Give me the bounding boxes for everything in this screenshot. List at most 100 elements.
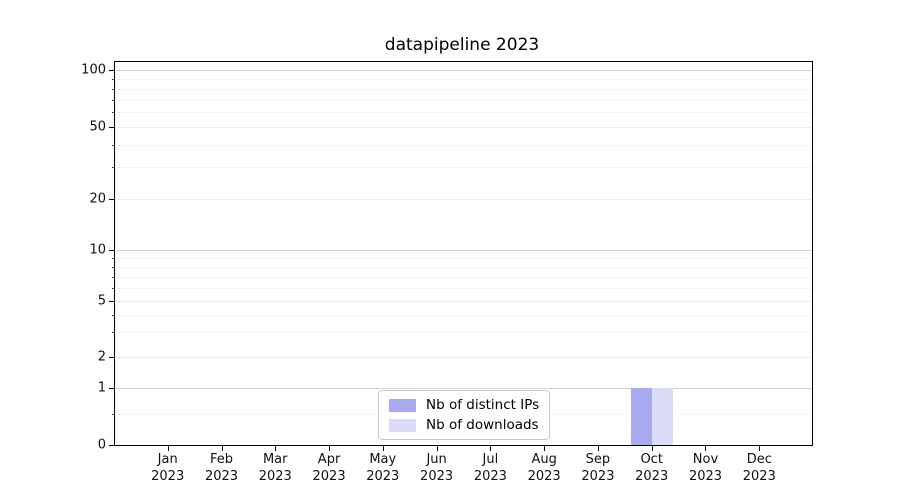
y-minor-gridline [115, 144, 812, 146]
y-minor-tick-mark [112, 314, 114, 316]
x-tick-label: Apr 2023 [313, 452, 346, 486]
y-tick-mark [109, 388, 114, 390]
x-tick-month: Dec [746, 452, 772, 467]
plot-area: 100 50 20 10 5 2 1 0 Jan 2023 Feb 2023 Mar 2023 Apr 202… [81, 61, 813, 484]
x-tick-label: May 2023 [366, 452, 399, 486]
y-minor-tick-mark [112, 258, 114, 260]
x-tick-year: 2023 [688, 468, 723, 484]
x-tick-month: Jun [426, 452, 447, 467]
x-tick-label: Sep 2023 [581, 452, 614, 486]
legend-label: Nb of distinct IPs [426, 397, 540, 413]
x-tick-mark [382, 446, 384, 451]
y-minor-gridline [115, 112, 812, 114]
x-tick-year: 2023 [258, 468, 292, 484]
y-tick-label: 100 [81, 62, 106, 78]
y-minor-tick-mark [112, 112, 114, 114]
bar-nb-of-downloads-oct [651, 388, 673, 445]
x-tick-year: 2023 [366, 468, 400, 484]
y-tick-mark [109, 250, 114, 252]
x-tick-year: 2023 [635, 468, 669, 484]
x-tick-month: Jan [157, 452, 178, 467]
x-tick-month: Nov [692, 452, 719, 467]
y-gridline [115, 70, 812, 72]
y-minor-tick-mark [112, 266, 114, 268]
legend-swatch [389, 398, 416, 412]
legend-item: Nb of distinct IPs [389, 397, 539, 413]
y-tick-mark [109, 301, 114, 303]
x-tick-month: Jul [482, 452, 499, 467]
legend: Nb of distinct IPs Nb of downloads [378, 390, 551, 440]
x-tick-year: 2023 [151, 468, 185, 484]
x-tick-year: 2023 [473, 468, 507, 484]
y-minor-gridline [115, 167, 812, 169]
y-gridline [115, 127, 812, 129]
x-tick-label: Dec 2023 [743, 452, 776, 486]
x-tick-mark [544, 446, 546, 451]
x-tick-label: Nov 2023 [689, 452, 722, 486]
y-minor-tick-mark [112, 79, 114, 81]
y-minor-gridline [115, 276, 812, 278]
y-minor-tick-mark [112, 88, 114, 90]
x-tick-mark [705, 446, 707, 451]
y-tick-label: 20 [89, 191, 106, 207]
x-tick-month: Oct [640, 452, 663, 467]
legend-label: Nb of downloads [426, 417, 539, 433]
x-tick-year: 2023 [312, 468, 346, 484]
x-tick-label: Oct 2023 [635, 452, 668, 486]
x-tick-year: 2023 [527, 468, 561, 484]
y-minor-gridline [115, 287, 812, 289]
x-tick-month: Feb [209, 452, 234, 467]
y-tick-label: 2 [97, 349, 106, 365]
legend-item: Nb of downloads [389, 417, 539, 433]
x-tick-month: Mar [262, 452, 288, 467]
x-tick-mark [167, 446, 169, 451]
x-tick-year: 2023 [742, 468, 776, 484]
y-tick-mark [109, 445, 114, 446]
x-tick-mark [490, 446, 492, 451]
y-tick-label: 0 [97, 437, 106, 453]
x-tick-mark [759, 446, 761, 451]
y-tick-label: 10 [89, 242, 106, 258]
x-tick-label: Feb 2023 [205, 452, 238, 486]
y-minor-tick-mark [112, 99, 114, 101]
y-minor-tick-mark [112, 276, 114, 278]
y-minor-gridline [115, 99, 812, 101]
chart-title: datapipeline 2023 [384, 35, 540, 55]
x-tick-label: Jan 2023 [151, 452, 184, 486]
x-tick-mark [275, 446, 277, 451]
y-gridline [115, 388, 812, 390]
bar-nb-of-distinct-ips-oct [630, 388, 652, 445]
y-gridline [115, 250, 812, 252]
x-tick-month: Apr [317, 452, 341, 467]
x-tick-mark [651, 446, 653, 451]
x-tick-mark [597, 446, 599, 451]
y-minor-gridline [115, 314, 812, 316]
y-minor-tick-mark [112, 144, 114, 146]
y-tick-mark [109, 356, 114, 358]
x-tick-label: Jul 2023 [474, 452, 507, 486]
x-tick-mark [329, 446, 331, 451]
x-tick-label: Jun 2023 [420, 452, 453, 486]
y-minor-tick-mark [112, 413, 114, 415]
y-tick-mark [109, 127, 114, 129]
x-tick-year: 2023 [581, 468, 615, 484]
x-tick-month: Aug [531, 452, 557, 467]
y-minor-gridline [115, 258, 812, 260]
y-minor-gridline [115, 266, 812, 268]
y-tick-label: 1 [97, 380, 106, 396]
x-tick-label: Aug 2023 [528, 452, 561, 486]
y-minor-tick-mark [112, 332, 114, 334]
y-gridline [115, 199, 812, 201]
x-tick-year: 2023 [420, 468, 454, 484]
legend-swatch [389, 418, 416, 432]
y-minor-tick-mark [112, 167, 114, 169]
x-tick-year: 2023 [204, 468, 239, 484]
y-tick-mark [109, 199, 114, 201]
x-tick-label: Mar 2023 [259, 452, 292, 486]
x-tick-mark [221, 446, 223, 451]
y-minor-gridline [115, 79, 812, 81]
x-tick-month: Sep [585, 452, 611, 467]
y-minor-gridline [115, 88, 812, 90]
y-tick-label: 50 [89, 119, 106, 135]
